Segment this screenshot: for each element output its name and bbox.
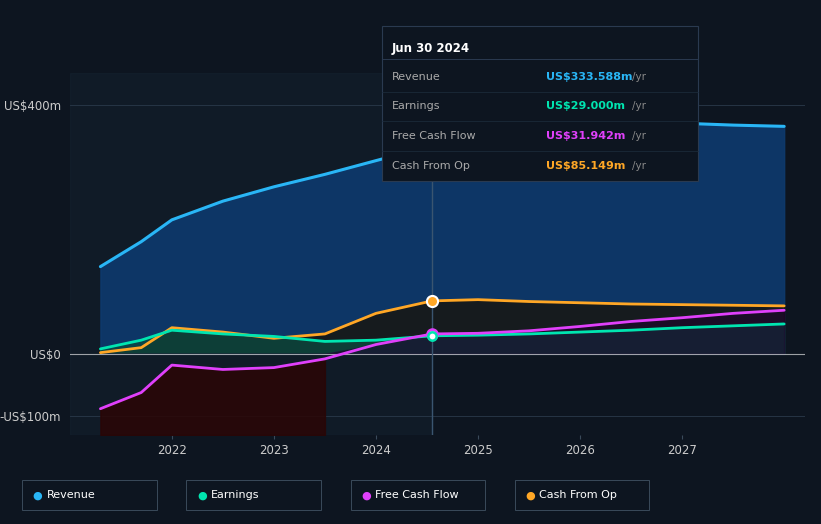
Text: ●: ● [525, 490, 535, 500]
Text: Past: Past [398, 133, 424, 146]
Text: /yr: /yr [632, 131, 646, 141]
Text: Jun 30 2024: Jun 30 2024 [392, 42, 470, 54]
Text: Free Cash Flow: Free Cash Flow [375, 490, 459, 500]
Text: /yr: /yr [632, 161, 646, 171]
Text: Revenue: Revenue [47, 490, 95, 500]
Bar [70, 73, 432, 435]
Text: /yr: /yr [632, 72, 646, 82]
Text: Revenue: Revenue [392, 72, 440, 82]
Text: Cash From Op: Cash From Op [392, 161, 470, 171]
Text: US$29.000m: US$29.000m [546, 102, 625, 112]
Text: ●: ● [361, 490, 371, 500]
Text: US$31.942m: US$31.942m [546, 131, 626, 141]
Text: Earnings: Earnings [211, 490, 259, 500]
Text: Free Cash Flow: Free Cash Flow [392, 131, 475, 141]
Text: Earnings: Earnings [392, 102, 440, 112]
Text: US$333.588m: US$333.588m [546, 72, 633, 82]
Text: ●: ● [33, 490, 43, 500]
Text: Cash From Op: Cash From Op [539, 490, 617, 500]
Text: /yr: /yr [632, 102, 646, 112]
Text: US$85.149m: US$85.149m [546, 161, 626, 171]
Text: Analysts Forecasts: Analysts Forecasts [440, 133, 557, 146]
Text: ●: ● [197, 490, 207, 500]
